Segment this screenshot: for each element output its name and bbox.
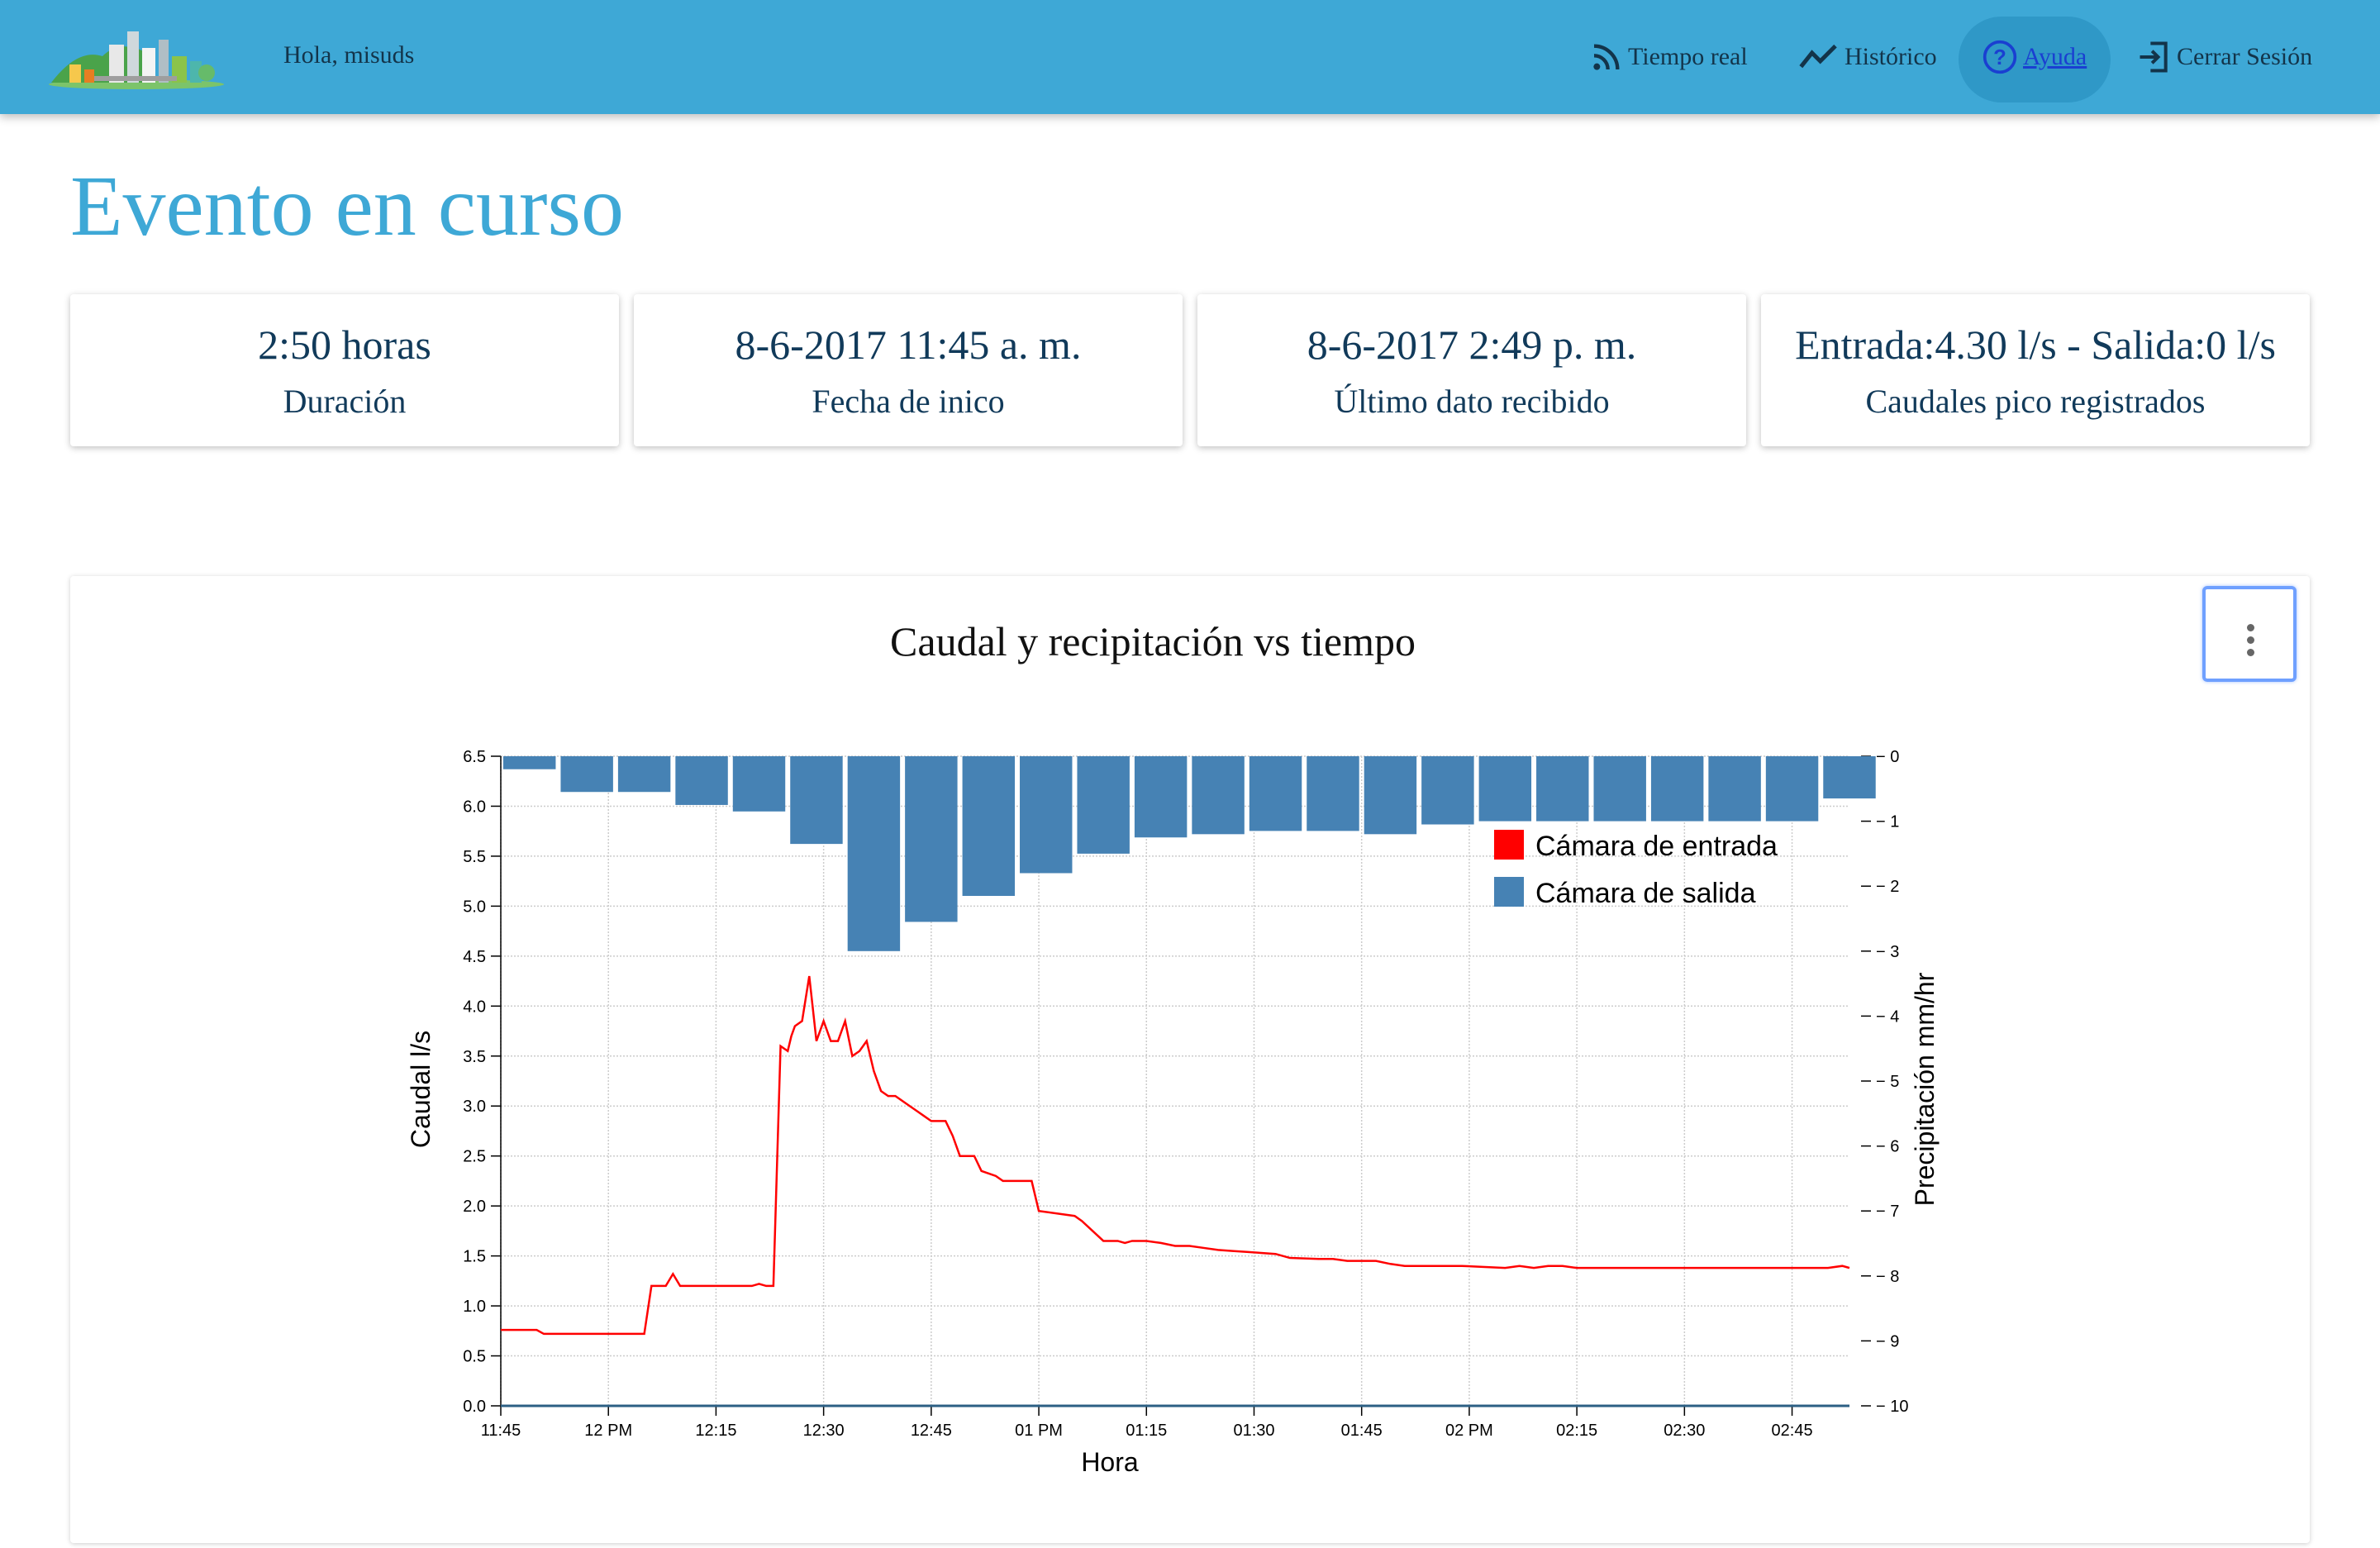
- card-fecha-inicio-label: Fecha de inico: [812, 383, 1005, 420]
- card-ultimo-dato-value: 8-6-2017 2:49 p. m.: [1307, 322, 1637, 368]
- nav-historico-label: Histórico: [1844, 43, 1937, 70]
- svg-text:?: ?: [1993, 46, 2006, 69]
- nav-ayuda[interactable]: ? Ayuda: [1982, 0, 2087, 114]
- card-fecha-inicio-value: 8-6-2017 11:45 a. m.: [735, 322, 1082, 368]
- greeting-text: Hola, misuds: [283, 41, 415, 69]
- page-title: Evento en curso: [70, 159, 625, 254]
- card-caudales-pico-label: Caudales pico registrados: [1865, 383, 2206, 420]
- nav-cerrar-sesion[interactable]: Cerrar Sesión: [2135, 0, 2312, 114]
- logout-icon: [2140, 41, 2168, 73]
- top-navbar: Hola, misuds Tiempo real Histórico ? Ayu…: [0, 0, 2380, 114]
- card-fecha-inicio: 8-6-2017 11:45 a. m. Fecha de inico: [634, 294, 1183, 446]
- card-ultimo-dato: 8-6-2017 2:49 p. m. Último dato recibido: [1197, 294, 1746, 446]
- card-duracion-value: 2:50 horas: [258, 322, 431, 368]
- card-caudales-pico: Entrada:4.30 l/s - Salida:0 l/s Caudales…: [1761, 294, 2310, 446]
- chart-menu-button[interactable]: [2202, 586, 2297, 682]
- nav-cerrar-sesion-label: Cerrar Sesión: [2177, 43, 2313, 70]
- card-ultimo-dato-label: Último dato recibido: [1334, 383, 1610, 420]
- card-caudales-pico-value: Entrada:4.30 l/s - Salida:0 l/s: [1795, 322, 2276, 368]
- help-circle-icon: ?: [1983, 40, 2017, 74]
- city-logo[interactable]: [45, 23, 228, 91]
- nav-historico[interactable]: Histórico: [1798, 0, 1937, 114]
- nav-tiempo-real-label: Tiempo real: [1628, 43, 1748, 70]
- card-duracion: 2:50 horas Duración: [70, 294, 619, 446]
- rss-icon: [1593, 44, 1620, 70]
- nav-ayuda-label: Ayuda: [2023, 43, 2087, 70]
- trend-line-icon: [1799, 44, 1837, 69]
- nav-tiempo-real[interactable]: Tiempo real: [1590, 0, 1748, 114]
- card-duracion-label: Duración: [283, 383, 407, 420]
- chart-panel: [70, 576, 2310, 1543]
